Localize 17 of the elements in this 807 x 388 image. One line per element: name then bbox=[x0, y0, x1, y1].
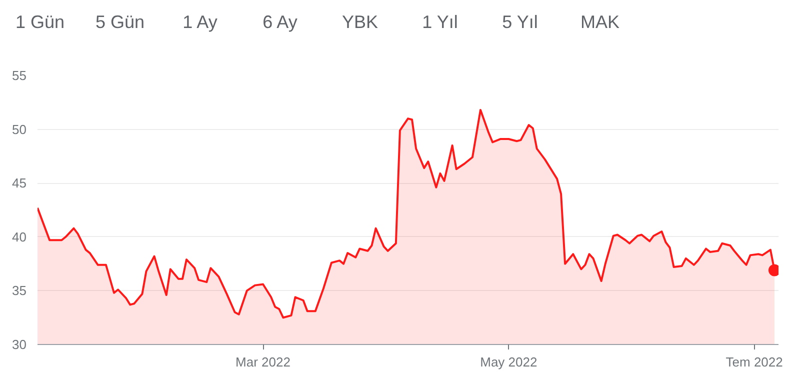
y-tick-label: 40 bbox=[12, 229, 27, 244]
text: 6 Ay bbox=[262, 11, 298, 34]
x-tick-label: Mar 2022 bbox=[236, 354, 290, 370]
text: 5 Yıl bbox=[501, 11, 539, 34]
x-tick-label: Tem 2022 bbox=[726, 354, 783, 370]
text: 1 Gün bbox=[14, 11, 66, 34]
y-tick-label: 45 bbox=[12, 176, 27, 191]
y-tick-label: 50 bbox=[12, 122, 27, 137]
y-tick-label: 55 bbox=[12, 68, 27, 83]
y-tick-label: 35 bbox=[12, 283, 27, 298]
text: MAK bbox=[579, 11, 620, 34]
text: 1 Ay bbox=[182, 11, 218, 34]
text: 1 Yıl bbox=[421, 11, 459, 34]
text: YBK bbox=[340, 11, 380, 34]
y-tick-label: 30 bbox=[12, 337, 27, 352]
text: 5 Gün bbox=[94, 11, 146, 34]
x-tick-label: May 2022 bbox=[480, 354, 538, 370]
